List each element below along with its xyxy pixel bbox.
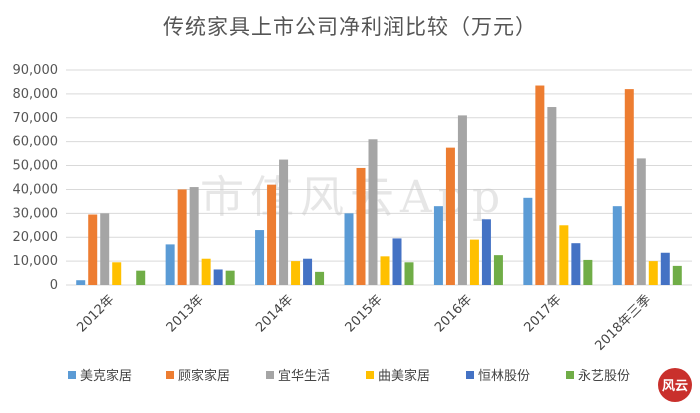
seal-text: 风云 [662,379,688,394]
x-tick-label: 2015年 [343,292,386,335]
bar [303,258,313,285]
bar [493,255,503,285]
legend-swatch [68,371,76,379]
bar [88,214,98,285]
y-tick-label: 30,000 [13,206,59,221]
bar [583,259,593,285]
y-tick-label: 90,000 [13,63,59,78]
y-tick-label: 50,000 [13,159,59,174]
bars [76,85,682,286]
x-tick-label: 2012年 [74,292,117,335]
bar [165,244,175,285]
x-tick-label: 2016年 [432,292,475,335]
bar [433,206,443,285]
legend-swatch [366,371,374,379]
bar [344,213,354,285]
legend-label: 永艺股份 [578,369,630,384]
bar [76,280,86,285]
bar [571,243,581,285]
y-tick-label: 0 [50,278,58,293]
bar [469,239,479,285]
bar [368,139,378,285]
bar [523,197,533,285]
x-tick-label: 2018年三季 [593,292,655,354]
bar [213,269,223,285]
y-tick-label: 40,000 [13,182,59,197]
y-tick-label: 20,000 [13,230,59,245]
bar [315,271,325,285]
legend-swatch [466,371,474,379]
bar [672,265,682,285]
bar [100,213,110,285]
chart-title: 传统家具上市公司净利润比较（万元） [163,15,537,39]
legend-label: 顾家家居 [178,368,230,384]
legend-swatch [266,371,274,379]
legend-swatch [566,371,574,379]
bar [255,230,265,285]
bar [457,115,467,285]
bar [177,189,187,285]
legend-label: 宜华生活 [278,369,330,384]
legend-label: 曲美家居 [378,368,430,384]
y-tick-label: 70,000 [13,111,59,126]
bar [380,256,390,285]
bar [225,270,235,285]
bar [559,225,569,285]
bar [356,167,366,285]
bar [189,187,199,285]
legend-label: 恒林股份 [478,369,530,384]
seal-circle [658,368,692,402]
x-tick-label: 2017年 [521,292,564,335]
seal-logo: 风云 [658,368,692,402]
bar [624,89,634,285]
bar [392,238,402,285]
x-axis-ticks: 2012年 2013年 2014年 2015年 2016年 2017年 2018年三季 [74,292,654,354]
y-tick-label: 10,000 [13,254,59,269]
x-tick-label: 2014年 [253,292,296,335]
bar [136,270,146,285]
bar [279,159,289,285]
bar [201,258,211,285]
x-tick-label: 2013年 [164,292,207,335]
bar [612,206,622,285]
bar [547,107,557,286]
bar [291,261,301,285]
legend: 美克家居 顾家家居 宜华生活 曲美家居 恒林股份 永艺股份 [68,368,630,384]
legend-label: 美克家居 [80,368,132,384]
bar [445,147,455,285]
bar [636,158,646,285]
bar [112,262,122,285]
y-tick-label: 60,000 [13,135,59,150]
bar [267,184,277,285]
bar [660,252,670,285]
bar [481,219,491,285]
bar [535,85,545,286]
bar [404,262,414,285]
legend-swatch [166,371,174,379]
y-tick-label: 80,000 [13,87,59,102]
y-axis-ticks: 0 10,000 20,000 30,000 40,000 50,000 60,000 70,… [13,63,59,293]
bar [648,261,658,285]
